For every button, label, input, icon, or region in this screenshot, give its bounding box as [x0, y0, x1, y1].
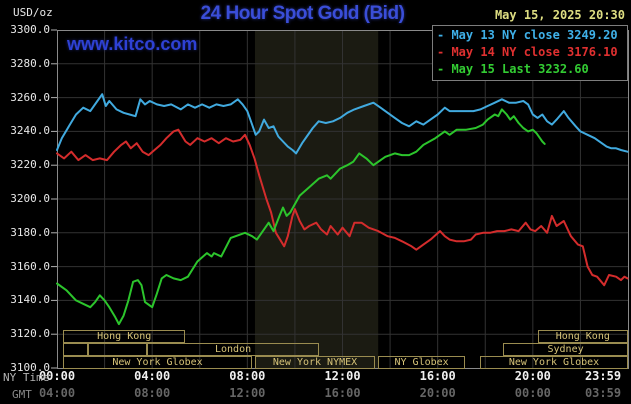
- y-tick-label: 3280.0: [10, 56, 50, 70]
- y-tick-label: 3300.0: [10, 23, 50, 36]
- ny-time-tick-label: 20:00: [514, 369, 551, 383]
- session-box-sydney: Sydney: [503, 343, 628, 356]
- ny-time-tick-label: 12:00: [324, 369, 361, 383]
- y-tick-label: 3180.0: [10, 225, 50, 239]
- y-tick-label: 3140.0: [10, 293, 50, 307]
- y-tick-label: 3240.0: [10, 124, 50, 138]
- ny-time-tick-label: 04:00: [134, 369, 171, 383]
- legend-item: - May 15 Last 3232.60: [437, 62, 589, 76]
- y-tick-label: 3260.0: [10, 90, 50, 104]
- gmt-tick-label: 12:00: [229, 386, 266, 400]
- gmt-tick-label: 03:59: [584, 386, 622, 400]
- session-box-hong-kong: Hong Kong: [537, 330, 628, 343]
- session-box-hong-kong: Hong Kong: [62, 330, 186, 343]
- ny-time-tick-label: 16:00: [419, 369, 456, 383]
- legend: - May 13 NY close 3249.20 - May 14 NY clo…: [432, 25, 628, 81]
- kitco-watermark-link[interactable]: www.kitco.com: [67, 34, 198, 54]
- session-box-segment: [87, 343, 148, 356]
- y-tick-label: 3200.0: [10, 192, 50, 205]
- session-box-segment: [62, 343, 88, 356]
- gmt-tick-label: 00:00: [514, 386, 551, 400]
- session-box-new-york-globex: New York Globex: [62, 356, 253, 369]
- gmt-tick-label: 16:00: [324, 386, 361, 400]
- y-tick-label: 3120.0: [10, 327, 50, 341]
- y-tick-label: 3100.0: [10, 361, 50, 374]
- gmt-tick-label: 20:00: [419, 386, 456, 400]
- gmt-tick-label: 08:00: [134, 386, 171, 400]
- session-box-new-york-globex: New York Globex: [480, 356, 628, 369]
- session-box-new-york-nymex: New York NYMEX: [254, 356, 376, 369]
- ny-time-axis-label: NY Time: [3, 371, 50, 384]
- session-box-london: London: [147, 343, 319, 356]
- y-tick-label: 3220.0: [10, 158, 50, 172]
- ny-time-tick-label: 23:59: [584, 369, 622, 383]
- legend-item: - May 13 NY close 3249.20: [437, 28, 618, 42]
- series-line: [56, 128, 629, 287]
- page-title: 24 Hour Spot Gold (Bid): [200, 3, 405, 24]
- ny-time-tick-label: 00:00: [38, 369, 76, 383]
- chart-timestamp: May 15, 2025 20:30: [494, 8, 625, 22]
- gmt-axis-label: GMT: [12, 388, 32, 401]
- ny-time-tick-label: 08:00: [229, 369, 266, 383]
- series-line: [56, 93, 629, 155]
- legend-item: - May 14 NY close 3176.10: [437, 45, 618, 59]
- series-line: [56, 108, 546, 326]
- y-axis-units-label: USD/oz: [13, 6, 53, 19]
- y-tick-label: 3160.0: [10, 259, 50, 273]
- gmt-tick-label: 04:00: [38, 386, 76, 400]
- session-box-ny-globex: NY Globex: [378, 356, 466, 369]
